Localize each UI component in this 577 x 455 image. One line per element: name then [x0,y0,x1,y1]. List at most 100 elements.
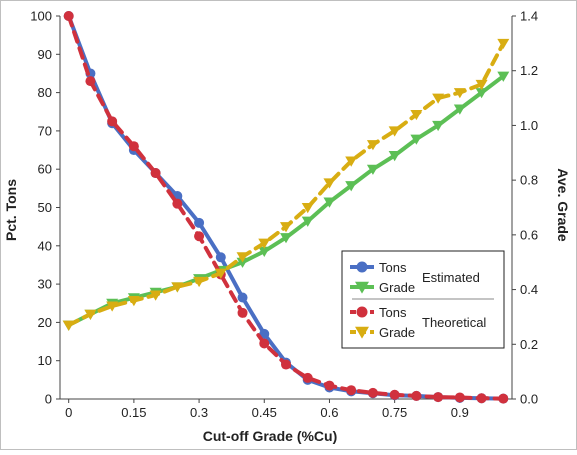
data-point [280,222,292,233]
legend-group-label: Estimated [422,270,480,285]
legend: Tons Grade Tons Grade Estimated Theoretical [341,250,505,349]
data-point [85,76,96,87]
data-point [323,178,336,189]
data-point [410,109,423,121]
data-point [432,93,445,104]
data-point [281,359,291,370]
x-tick-label: 0.3 [190,405,208,420]
series-theoretical-grade [62,38,510,331]
x-axis-title: Cut-off Grade (%Cu) [203,428,338,444]
data-point [388,151,401,162]
y-right-tick-label: 0.6 [520,227,538,242]
y-right-tick-label: 0.8 [520,173,538,188]
data-point [497,38,510,50]
y-left-tick-label: 70 [38,123,52,138]
data-point [194,231,205,242]
data-point [259,328,270,339]
y-left-tick-label: 20 [38,315,52,330]
data-point [214,268,227,279]
legend-item-label: Grade [379,325,415,340]
legend-marker [356,261,368,273]
y-left-tick-label: 30 [38,277,52,292]
x-tick-label: 0.45 [252,405,277,420]
data-point [433,392,444,403]
data-point [302,372,313,383]
data-point [454,392,465,403]
y-left-tick-label: 90 [38,47,52,62]
data-point [475,88,488,99]
data-point [345,156,358,167]
y-right-tick-label: 0.4 [520,282,538,297]
data-point [410,134,423,145]
data-point [388,126,401,137]
data-point [301,216,314,227]
series-layer [62,11,510,404]
data-point [236,252,249,263]
data-point [498,393,509,404]
data-point [194,217,205,228]
legend-marker [355,326,369,339]
y-axis-left-title: Pct. Tons [3,179,19,241]
y-right-tick-label: 0.2 [520,337,538,352]
x-tick-label: 0.75 [382,405,407,420]
legend-item-label: Grade [379,280,415,295]
legend-marker [355,281,369,294]
series-theoretical-tons [63,11,509,404]
data-point [324,380,335,391]
data-point [150,168,161,179]
y-left-tick-label: 40 [38,238,52,253]
x-tick-label: 0.15 [121,405,146,420]
data-point [366,140,379,151]
data-point [411,390,422,401]
data-point [345,181,358,192]
legend-marker [356,306,368,318]
y-left-tick-label: 60 [38,162,52,177]
data-point [258,238,271,249]
data-point [128,141,139,152]
y-left-tick-label: 10 [38,353,52,368]
legend-item-label: Tons [379,305,407,320]
y-left-tick-label: 100 [30,9,52,24]
data-point [453,104,466,115]
y-left-tick-label: 50 [38,200,52,215]
y-right-tick-label: 1.2 [520,63,538,78]
data-point [366,164,379,175]
data-point [258,246,271,257]
data-point [172,198,183,209]
legend-item-label: Tons [379,260,407,275]
y-axis-right-title: Ave. Grade [555,168,571,242]
data-point [280,233,292,244]
x-tick-label: 0 [65,405,72,420]
data-point [237,307,248,318]
data-point [389,389,400,400]
data-point [367,387,378,398]
data-point [215,252,226,263]
data-point [62,320,75,331]
data-point [497,71,510,82]
data-point [63,11,74,21]
x-tick-label: 0.6 [320,405,338,420]
x-tick-label: 0.9 [451,405,469,420]
y-right-tick-label: 0.0 [520,392,538,407]
y-right-tick-label: 1.0 [520,118,538,133]
data-point [149,290,162,301]
data-point [106,301,119,312]
y-left-tick-label: 0 [45,392,52,407]
data-point [475,79,488,91]
series-estimated-grade [62,71,510,331]
data-point [323,197,336,208]
data-point [236,257,249,268]
data-point [432,120,445,132]
data-point [476,393,487,404]
data-point [127,296,140,307]
data-point [301,203,314,214]
y-left-tick-label: 80 [38,85,52,100]
data-point [193,276,206,288]
data-point [84,309,97,320]
data-point [346,385,357,396]
data-point [259,338,270,349]
legend-group-label: Theoretical [422,315,486,330]
data-point [237,292,248,303]
